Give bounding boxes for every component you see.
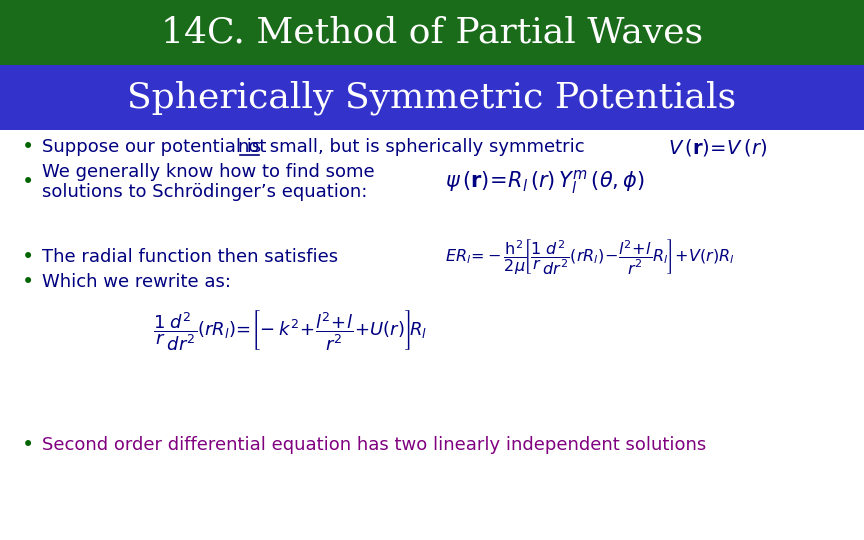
Text: •: •	[22, 435, 35, 455]
Text: •: •	[22, 272, 35, 292]
Text: $ER_l\!=\!-\dfrac{\mathsf{h}^2}{2\mu}\!\left[\dfrac{1}{r}\dfrac{d^2}{dr^2}(rR_l): $ER_l\!=\!-\dfrac{\mathsf{h}^2}{2\mu}\!\…	[445, 238, 734, 276]
Text: We generally know how to find some: We generally know how to find some	[42, 163, 375, 181]
Text: not: not	[237, 138, 266, 156]
Text: 14C. Method of Partial Waves: 14C. Method of Partial Waves	[161, 16, 703, 50]
Text: Which we rewrite as:: Which we rewrite as:	[42, 273, 231, 291]
Bar	[0, 65, 864, 130]
Text: solutions to Schrödinger’s equation:: solutions to Schrödinger’s equation:	[42, 183, 367, 201]
Text: •: •	[22, 247, 35, 267]
Text: •: •	[22, 172, 35, 192]
Text: Suppose our potential is: Suppose our potential is	[42, 138, 267, 156]
Bar	[0, 0, 864, 65]
Text: $\dfrac{1}{r}\dfrac{d^2}{dr^2}(rR_l)\!=\!\left[\!-k^2\!+\!\dfrac{l^2\!+\!l}{r^2}: $\dfrac{1}{r}\dfrac{d^2}{dr^2}(rR_l)\!=\…	[153, 308, 427, 352]
Text: small, but is spherically symmetric: small, but is spherically symmetric	[264, 138, 585, 156]
Text: Second order differential equation has two linearly independent solutions: Second order differential equation has t…	[42, 436, 706, 454]
Text: $V\,(\mathbf{r})\!=\!V\,(r)$: $V\,(\mathbf{r})\!=\!V\,(r)$	[669, 137, 767, 158]
Text: Spherically Symmetric Potentials: Spherically Symmetric Potentials	[127, 80, 737, 115]
Text: The radial function then satisfies: The radial function then satisfies	[42, 248, 338, 266]
Text: •: •	[22, 137, 35, 157]
Text: $\psi\,(\mathbf{r})\!=\!R_l\,(r)\,Y_l^m\,(\theta,\phi)$: $\psi\,(\mathbf{r})\!=\!R_l\,(r)\,Y_l^m\…	[445, 168, 645, 196]
